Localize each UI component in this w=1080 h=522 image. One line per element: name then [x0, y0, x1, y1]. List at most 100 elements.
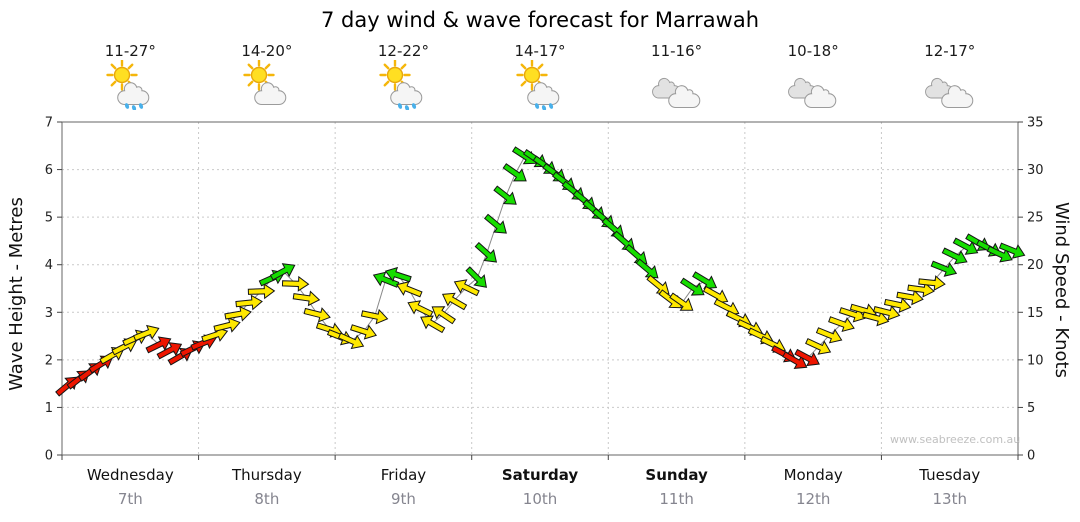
weather-icon — [513, 59, 567, 114]
day-temp-range: 11-16° — [651, 42, 703, 60]
cloudy-icon — [651, 77, 700, 109]
wind-arrow — [132, 324, 160, 342]
wind-arrow — [782, 351, 808, 369]
weather-icon — [240, 59, 294, 114]
wind-arrow — [873, 305, 901, 321]
temperature-row: 11-27° 14-20° 12-22° 14-17° 11-16° 10-18… — [62, 42, 1018, 60]
cloudy-icon — [788, 77, 837, 109]
weather-icon — [786, 60, 840, 114]
day-date: 7th — [117, 490, 143, 508]
day-name: Thursday — [231, 466, 302, 484]
day-temp-range: 14-20° — [241, 42, 293, 60]
wind-arrow — [465, 266, 487, 288]
wind-arrow — [247, 283, 276, 300]
day-date: 11th — [659, 490, 694, 508]
day-date: 10th — [522, 490, 558, 508]
wind-arrow — [224, 305, 252, 322]
wind-arrow — [453, 279, 480, 297]
day-date: 13th — [932, 490, 967, 508]
day-date: 9th — [390, 490, 416, 508]
wind-arrow — [372, 271, 400, 288]
weather-icon — [923, 60, 977, 114]
wind-axis-tick-label: 15 — [1027, 306, 1044, 321]
wind-arrow — [384, 266, 412, 283]
wind-axis-tick-label: 30 — [1027, 163, 1044, 178]
wave-axis-tick-label: 3 — [45, 306, 53, 321]
wind-arrow — [483, 213, 507, 234]
wind-arrow — [303, 307, 331, 323]
wind-arrow — [145, 336, 172, 354]
wind-axis-tick-label: 10 — [1027, 353, 1044, 368]
wind-arrow — [918, 275, 946, 291]
day-name: Tuesday — [919, 466, 981, 484]
wind-arrow — [493, 185, 517, 205]
day-temp-range: 10-18° — [787, 42, 839, 60]
day-temp-range: 12-22° — [377, 42, 429, 60]
wind-axis-tick-label: 35 — [1027, 116, 1044, 131]
wind-arrow — [350, 324, 378, 340]
wind-axis-tick-label: 20 — [1027, 258, 1044, 273]
wave-axis-tick-label: 6 — [45, 163, 53, 178]
weather-icons-row — [62, 59, 1018, 114]
day-date: 12th — [795, 490, 831, 508]
wave-axis-tick-label: 2 — [45, 353, 53, 368]
wind-axis-tick-label: 0 — [1027, 449, 1035, 464]
wind-arrow — [441, 292, 468, 311]
wave-axis-tick-label: 4 — [45, 258, 53, 273]
weather-icon — [376, 59, 430, 114]
weather-icon — [103, 59, 157, 114]
wave-axis-title: Wave Height - Metres — [6, 197, 27, 391]
wind-arrow — [281, 275, 310, 292]
wind-arrow — [420, 315, 446, 334]
wave-axis-tick-label: 5 — [45, 211, 53, 226]
wind-arrow — [396, 281, 423, 298]
sun-cloud-rain-icon — [106, 59, 150, 111]
wave-axis-tick-label: 1 — [45, 401, 53, 416]
wind-axis-title: Wind Speed - Knots — [1051, 202, 1072, 378]
day-date: 8th — [254, 490, 280, 508]
wind-trend-line — [67, 155, 1013, 386]
watermark: www.seabreeze.com.au — [890, 433, 1021, 446]
wind-arrow — [805, 338, 832, 355]
day-name: Wednesday — [86, 466, 174, 484]
wind-arrow — [235, 294, 263, 311]
wind-arrow — [669, 292, 694, 311]
wind-arrow — [692, 271, 718, 289]
wind-arrow — [862, 310, 890, 327]
wind-arrow — [156, 342, 183, 360]
wind-arrow — [337, 332, 365, 350]
wind-arrow — [896, 289, 924, 306]
wind-arrow — [883, 297, 912, 313]
wind-arrow — [407, 300, 434, 318]
wind-arrow — [815, 327, 843, 344]
wind-arrow — [431, 306, 456, 325]
wind-arrow — [269, 263, 296, 281]
weather-icon — [650, 60, 704, 114]
wind-arrow — [474, 241, 498, 263]
wind-arrow — [998, 242, 1026, 259]
cloudy-icon — [924, 77, 974, 109]
page-title: 7 day wind & wave forecast for Marrawah — [320, 8, 760, 32]
plot-border — [61, 121, 1019, 456]
sun-cloud-icon — [243, 59, 287, 106]
wind-arrow — [930, 260, 958, 277]
day-name: Saturday — [501, 466, 579, 484]
wind-arrow — [952, 237, 979, 255]
wind-arrow — [794, 348, 820, 367]
wind-arrow — [213, 317, 241, 333]
wind-arrow — [502, 163, 527, 182]
day-temp-range: 12-17° — [924, 42, 976, 60]
wind-arrow — [292, 290, 321, 307]
wind-arrow — [907, 281, 935, 298]
day-temp-range: 11-27° — [104, 42, 156, 60]
day-dates-row: 7th 8th 9th 10th 11th 12th 13th — [62, 490, 1018, 508]
day-name: Friday — [380, 466, 427, 484]
day-temp-range: 14-17° — [514, 42, 566, 60]
sun-cloud-rain-icon — [516, 59, 560, 111]
wind-axis-tick-label: 5 — [1027, 401, 1035, 416]
sun-cloud-rain-icon — [379, 59, 423, 111]
wind-axis-tick-label: 25 — [1027, 211, 1044, 226]
day-names-row: Wednesday Thursday Friday Saturday Sunda… — [62, 466, 1018, 484]
